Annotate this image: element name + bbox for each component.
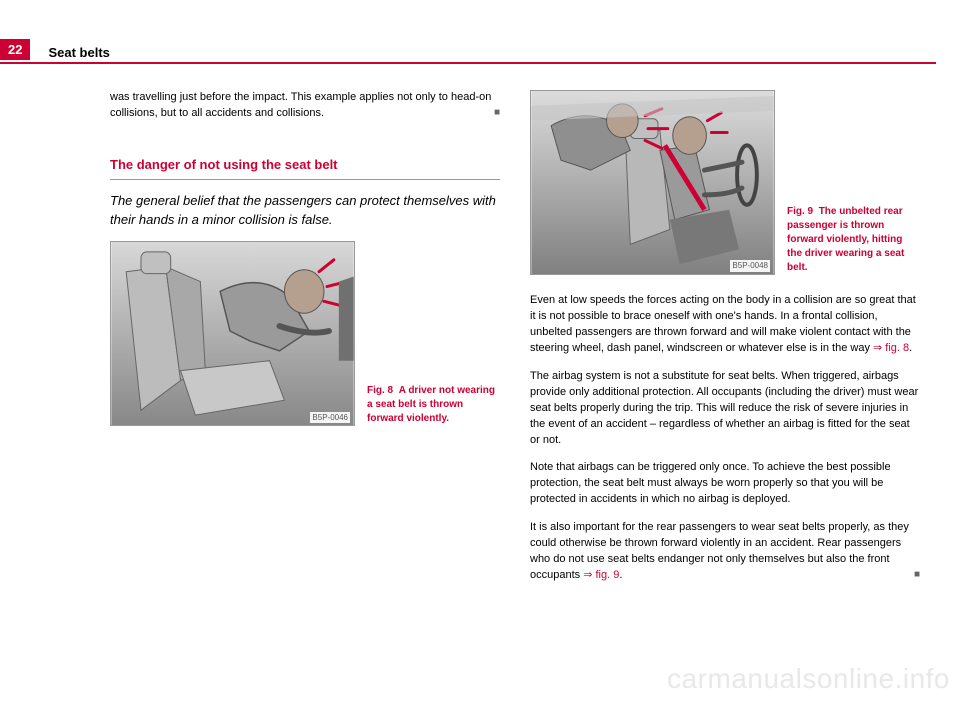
fig9-ref: ⇒ fig. 9 [583, 569, 619, 581]
paragraph-2: The airbag system is not a substitute fo… [530, 369, 920, 449]
page-content: was travelling just before the impact. T… [0, 64, 960, 596]
paragraph-4: It is also important for the rear passen… [530, 520, 920, 584]
figure-8-illustration [111, 242, 354, 425]
paragraph-1: Even at low speeds the forces acting on … [530, 293, 920, 357]
end-mark-icon: ■ [494, 106, 500, 121]
end-mark-icon-2: ■ [914, 568, 920, 583]
lead-paragraph: The general belief that the passengers c… [110, 192, 500, 230]
intro-text: was travelling just before the impact. T… [110, 91, 491, 119]
figure-8-label: Fig. 8 [367, 385, 393, 396]
intro-paragraph: was travelling just before the impact. T… [110, 90, 500, 122]
figure-9-label: Fig. 9 [787, 206, 813, 217]
dot: . [909, 342, 912, 354]
subheading: The danger of not using the seat belt [110, 156, 500, 180]
figure-8-block: B5P-0046 Fig. 8 A driver not wearing a s… [110, 241, 500, 426]
figure-9-image: B5P-0048 [530, 90, 775, 275]
figure-9-block: B5P-0048 Fig. 9 The unbelted rear passen… [530, 90, 920, 275]
left-column: was travelling just before the impact. T… [110, 90, 500, 596]
dot-2: . [619, 569, 622, 581]
figure-9-illustration [531, 91, 774, 274]
fig8-ref: ⇒ fig. 8 [873, 342, 909, 354]
section-title: Seat belts [48, 45, 109, 60]
figure-8-image: B5P-0046 [110, 241, 355, 426]
watermark: carmanualsonline.info [667, 663, 950, 695]
paragraph-3: Note that airbags can be triggered only … [530, 460, 920, 508]
figure-9-code: B5P-0048 [730, 260, 770, 272]
page-number: 22 [0, 39, 30, 60]
figure-8-code: B5P-0046 [310, 412, 350, 424]
right-column: B5P-0048 Fig. 9 The unbelted rear passen… [530, 90, 920, 596]
page-header: 22 Seat belts [0, 0, 936, 64]
figure-9-caption: Fig. 9 The unbelted rear passenger is th… [787, 205, 917, 275]
figure-8-caption: Fig. 8 A driver not wearing a seat belt … [367, 384, 497, 426]
paragraph-1-text: Even at low speeds the forces acting on … [530, 294, 916, 354]
